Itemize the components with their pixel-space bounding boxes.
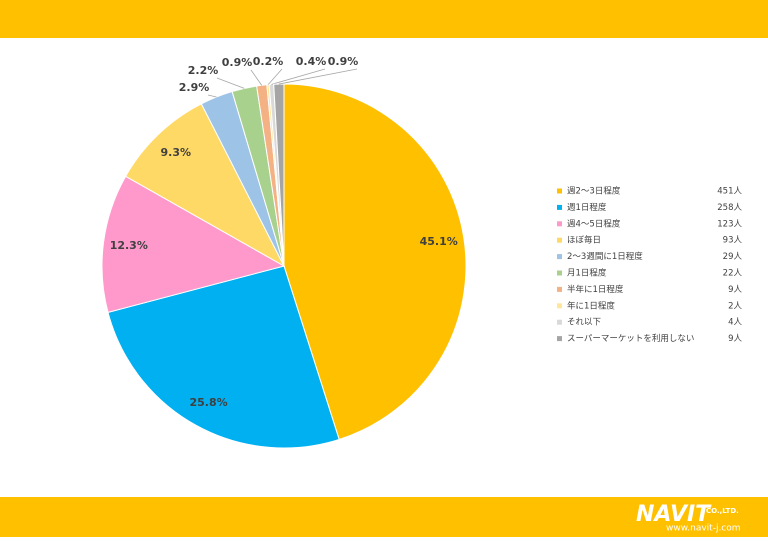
legend-count: 9人 — [728, 334, 742, 344]
legend-label: 週4〜5日程度 — [567, 218, 621, 229]
legend-swatch — [557, 270, 562, 276]
legend-label: 半年に1日程度 — [567, 284, 624, 295]
pie-slice — [101, 175, 286, 313]
legend-swatch — [557, 319, 562, 325]
legend-swatch — [557, 204, 562, 210]
slice-label: 2.9% — [179, 81, 210, 94]
legend-count: 4人 — [728, 318, 742, 328]
leader-line — [267, 68, 283, 85]
leader-line — [278, 68, 358, 85]
legend-label: 2〜3週間に1日程度 — [567, 251, 643, 262]
legend-swatch — [557, 221, 562, 227]
url: www.navit-j.com — [666, 524, 741, 534]
legend-count: 29人 — [723, 252, 743, 262]
legend-label: 週1日程度 — [567, 202, 607, 213]
legend-count: 451人 — [717, 187, 742, 197]
leader-line — [250, 69, 263, 86]
legend-label: スーパーマーケットを利用しない — [567, 333, 694, 344]
slice-label: 0.9% — [222, 56, 253, 69]
legend-label: 週2〜3日程度 — [567, 186, 621, 197]
slice-label: 0.2% — [253, 55, 284, 68]
legend-swatch — [557, 303, 562, 309]
leader-line — [271, 68, 326, 85]
legend-label: それ以下 — [567, 318, 602, 328]
legend-count: 93人 — [723, 236, 743, 246]
company: CO.,LTD. — [706, 507, 739, 515]
legend-swatch — [557, 188, 562, 194]
leader-line — [216, 77, 245, 89]
slice-label: 2.2% — [188, 64, 219, 77]
slice-label: 12.3% — [110, 239, 148, 252]
legend-count: 2人 — [728, 301, 742, 311]
legend-swatch — [557, 237, 562, 243]
legend-label: 年に1日程度 — [567, 300, 615, 311]
pie-slice — [107, 265, 340, 449]
pie-slice — [124, 103, 286, 268]
legend-count: 9人 — [728, 285, 742, 295]
leader-line — [207, 94, 217, 98]
slice-label: 25.8% — [190, 396, 228, 409]
legend-label: ほぼ毎日 — [567, 235, 601, 246]
slice-label: 45.1% — [420, 235, 458, 248]
legend-swatch — [557, 336, 562, 342]
slice-label: 9.3% — [161, 146, 192, 159]
legend-count: 258人 — [717, 203, 742, 213]
legend-swatch — [557, 254, 562, 260]
slice-label: 0.4% — [296, 55, 327, 68]
footer-band — [0, 497, 768, 537]
legend-count: 123人 — [717, 219, 742, 229]
header-band — [0, 0, 768, 38]
slice-label: 0.9% — [328, 55, 359, 68]
logo: NAVIT — [636, 502, 712, 527]
legend-label: 月1日程度 — [567, 268, 607, 279]
legend-count: 22人 — [723, 269, 743, 279]
legend-swatch — [557, 286, 562, 292]
pie-slice — [283, 83, 467, 441]
